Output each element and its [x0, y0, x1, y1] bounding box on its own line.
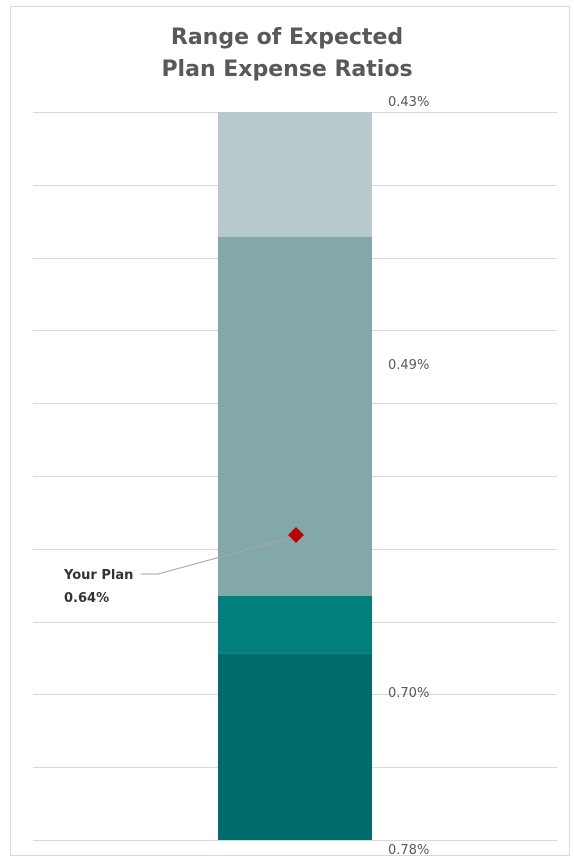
plan-marker-group: Your Plan 0.64% — [63, 527, 304, 606]
your-plan-marker — [288, 527, 304, 543]
chart-title-line-1: Range of Expected — [170, 25, 404, 50]
range-band-1 — [218, 112, 372, 237]
marker-value: 0.64% — [64, 591, 109, 606]
chart-title: Range of Expected Plan Expense Ratios — [0, 22, 574, 86]
chart-title-line-2: Plan Expense Ratios — [161, 57, 413, 82]
marker-label: Your Plan — [63, 568, 133, 583]
range-band-4 — [218, 653, 372, 840]
band-labels: 0.43% 0.49% 0.70% 0.78% — [388, 95, 429, 858]
range-bands — [218, 112, 372, 840]
marker-leader-line — [141, 537, 291, 575]
band-label: 0.49% — [388, 358, 429, 373]
band-label: 0.43% — [388, 95, 429, 110]
band-label: 0.70% — [388, 686, 429, 701]
band-label: 0.78% — [388, 843, 429, 858]
range-band-3 — [218, 595, 372, 654]
